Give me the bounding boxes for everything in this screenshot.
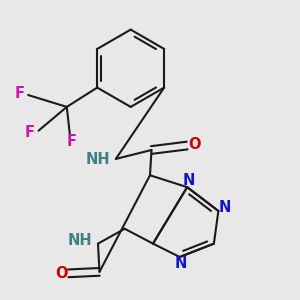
Text: F: F [14, 86, 24, 101]
Text: N: N [175, 256, 188, 271]
Text: N: N [182, 173, 195, 188]
Text: O: O [188, 136, 201, 152]
Text: F: F [66, 134, 76, 149]
Text: NH: NH [86, 152, 110, 167]
Text: N: N [219, 200, 231, 215]
Text: F: F [25, 125, 34, 140]
Text: O: O [56, 266, 68, 281]
Text: NH: NH [68, 233, 92, 248]
